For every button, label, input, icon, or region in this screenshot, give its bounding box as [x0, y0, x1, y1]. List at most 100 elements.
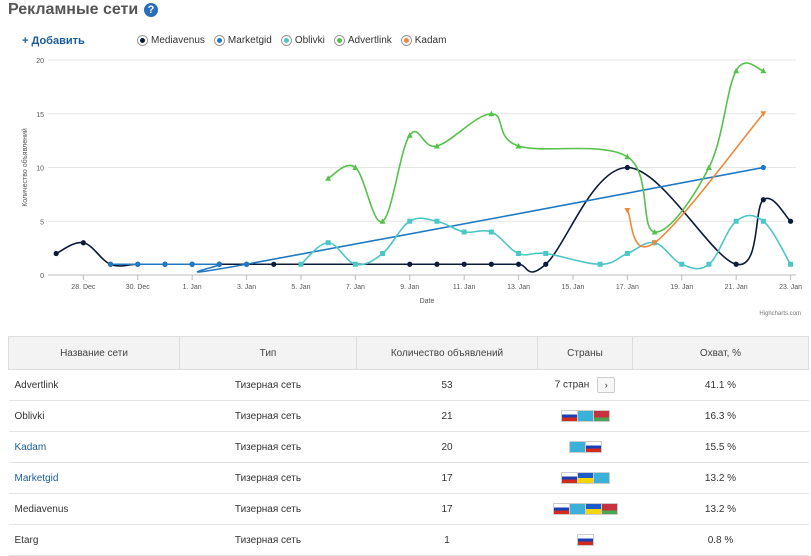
legend-marker-icon	[138, 36, 147, 45]
data-point-marketgid	[107, 261, 114, 267]
data-point-oblivki	[488, 229, 494, 235]
data-point-oblivki	[543, 251, 549, 256]
data-point-advertlink	[379, 218, 386, 224]
flag-ru-icon	[560, 409, 578, 422]
y-tick-label: 5	[40, 219, 44, 226]
data-point-mediavenus	[461, 261, 467, 267]
data-point-advertlink	[733, 67, 740, 74]
data-point-advertlink	[760, 67, 767, 74]
legend-marker-icon	[214, 36, 224, 45]
series-line-kadam	[626, 113, 764, 248]
data-point-mediavenus	[733, 261, 739, 267]
network-name[interactable]: Kadam	[8, 431, 180, 463]
x-tick-label: 28. Dec	[71, 284, 96, 291]
data-point-mediavenus	[624, 164, 630, 171]
data-point-mediavenus	[53, 250, 59, 257]
data-point-oblivki	[516, 251, 522, 256]
data-point-advertlink	[705, 164, 712, 170]
x-tick-label: 9. Jan	[400, 284, 419, 291]
x-tick-label: 17. Jan	[616, 284, 639, 291]
data-point-oblivki	[597, 261, 603, 267]
header-count[interactable]: Количество объявлений	[356, 336, 538, 370]
add-network-button[interactable]: + Добавить	[22, 35, 85, 47]
data-point-mediavenus	[760, 197, 766, 203]
table-row[interactable]: Marketgid Тизерная сеть 17 13.2 %	[8, 462, 809, 494]
x-tick-label: 5. Jan	[291, 284, 310, 291]
table-row[interactable]: Kadam Тизерная сеть 20 15.5 %	[8, 431, 809, 463]
data-point-mediavenus	[271, 261, 277, 267]
network-name[interactable]: Marketgid	[8, 462, 180, 494]
table-row[interactable]: Mediavenus Тизерная сеть 17 13.2 %	[8, 493, 809, 525]
country-flags	[560, 471, 610, 484]
network-name-link[interactable]: Marketgid	[14, 472, 59, 484]
networks-table: Название сети Тип Количество объявлений …	[8, 336, 809, 556]
countries-count: 7 стран	[554, 379, 590, 391]
data-point-oblivki	[352, 261, 358, 267]
network-type: Тизерная сеть	[179, 400, 357, 432]
reach-percent: 13.2 %	[632, 493, 809, 525]
legend-label: Kadam	[414, 35, 447, 46]
legend-item-mediavenus[interactable]: Mediavenus	[138, 35, 205, 46]
y-tick-label: 15	[36, 112, 44, 119]
data-point-marketgid	[760, 164, 766, 171]
table-row[interactable]: Etarg Тизерная сеть 1 0.8 %	[8, 524, 809, 556]
countries-cell	[537, 524, 633, 556]
network-name-text: Etarg	[14, 534, 39, 546]
y-tick-label: 10	[36, 166, 44, 173]
header-type[interactable]: Тип	[179, 336, 357, 370]
ads-count: 17	[356, 493, 538, 525]
data-point-advertlink	[433, 143, 440, 149]
data-point-mediavenus	[787, 218, 794, 224]
data-point-marketgid	[162, 261, 168, 267]
expand-countries-chevron-icon[interactable]: ›	[597, 377, 616, 393]
data-point-oblivki	[733, 218, 739, 224]
reach-percent: 41.1 %	[632, 369, 809, 401]
chart-credits: Highcharts.com	[759, 311, 801, 317]
country-flags	[560, 409, 610, 422]
data-point-mediavenus	[543, 261, 549, 267]
legend-item-marketgid[interactable]: Marketgid	[214, 35, 272, 46]
flag-kz-icon	[568, 502, 586, 515]
flag-ru-icon	[576, 533, 594, 546]
flag-ua-icon	[584, 502, 602, 515]
data-point-mediavenus	[488, 261, 494, 267]
ads-count: 1	[356, 524, 538, 556]
header-countries[interactable]: Страны	[537, 336, 633, 370]
country-flags	[552, 502, 618, 515]
data-point-oblivki	[407, 218, 413, 224]
reach-percent: 16.3 %	[632, 400, 809, 432]
data-point-oblivki	[461, 229, 467, 235]
legend-item-kadam[interactable]: Kadam	[401, 35, 447, 46]
x-tick-label: 1. Jan	[183, 284, 202, 291]
help-icon[interactable]: ?	[144, 3, 158, 17]
legend-marker-icon	[401, 36, 411, 45]
table-row[interactable]: Advertlink Тизерная сеть 53 7 стран › 41.1 %	[8, 369, 809, 401]
network-name-link[interactable]: Kadam	[14, 441, 47, 453]
legend-label: Mediavenus	[151, 35, 205, 46]
legend-item-advertlink[interactable]: Advertlink	[334, 35, 392, 46]
data-point-advertlink	[325, 175, 332, 181]
page-title: Рекламные сети	[8, 1, 139, 18]
table-header-row: Название сети Тип Количество объявлений …	[8, 336, 809, 370]
countries-cell	[537, 431, 633, 463]
data-point-mediavenus	[407, 261, 413, 267]
data-point-oblivki	[760, 218, 766, 224]
data-point-oblivki	[706, 261, 712, 267]
header-name[interactable]: Название сети	[8, 336, 180, 370]
legend-item-oblivki[interactable]: Oblivki	[281, 35, 325, 46]
flag-ru-icon	[560, 471, 578, 484]
ads-count: 53	[356, 369, 538, 401]
network-name-text: Oblivki	[14, 410, 45, 422]
network-type: Тизерная сеть	[179, 493, 357, 525]
data-point-marketgid	[135, 261, 141, 267]
table-row[interactable]: Oblivki Тизерная сеть 21 16.3 %	[8, 400, 809, 432]
network-name: Oblivki	[8, 400, 180, 432]
series-line-advertlink	[327, 62, 764, 233]
x-tick-label: 19. Jan	[670, 284, 693, 291]
y-tick-label: 0	[40, 273, 44, 280]
legend-marker-icon	[334, 36, 344, 45]
data-point-marketgid	[216, 261, 222, 267]
line-chart: 0 5 10 15 20 28. Dec 30. Dec 1. Jan 3. Jan 5. Jan…	[21, 58, 802, 317]
network-type: Тизерная сеть	[179, 431, 357, 463]
header-reach[interactable]: Охват, %	[632, 336, 809, 370]
